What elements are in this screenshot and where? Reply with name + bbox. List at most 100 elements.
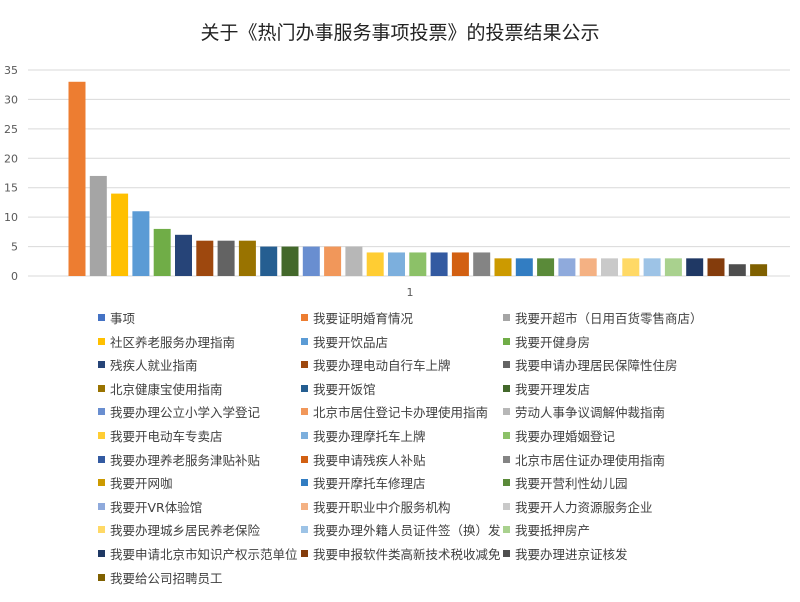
legend-item: 残疾人就业指南 — [98, 355, 198, 374]
legend-label: 我要开超市（日用百货零售商店） — [515, 311, 703, 326]
legend-swatch — [98, 384, 105, 392]
legend-label: 我要证明婚育情况 — [313, 311, 414, 326]
legend-label: 我要开饭馆 — [313, 381, 376, 397]
legend-item: 我要开理发店 — [503, 379, 590, 398]
legend-item: 劳动人事争议调解仲裁指南 — [503, 402, 665, 421]
legend-label: 我要开电动车专卖店 — [110, 429, 223, 444]
bar — [260, 246, 278, 276]
legend-item: 社区养老服务办理指南 — [98, 332, 235, 351]
chart-title: 关于《热门办事服务事项投票》的投票结果公示 — [200, 22, 600, 44]
bar — [175, 234, 192, 276]
legend-label: 我要申请残疾人补贴 — [313, 452, 426, 468]
bar — [622, 258, 640, 276]
legend-swatch — [98, 455, 105, 463]
y-tick-label: 25 — [4, 123, 18, 136]
legend-swatch — [503, 432, 510, 439]
legend-label: 社区养老服务办理指南 — [110, 334, 236, 350]
legend-swatch — [301, 455, 308, 463]
bar — [68, 81, 86, 277]
bar — [515, 258, 533, 276]
legend-swatch — [301, 408, 308, 416]
legend-swatch — [98, 573, 105, 581]
legend-label: 我要开理发店 — [515, 381, 591, 397]
y-tick-label: 10 — [4, 211, 18, 224]
legend-label: 我要申请北京市知识产权示范单位 — [110, 547, 298, 562]
bar — [579, 258, 597, 276]
y-tick-label: 15 — [4, 182, 18, 195]
legend-item: 我要办理公立小学入学登记 — [98, 402, 260, 421]
y-tick-label: 20 — [4, 152, 18, 165]
legend-label: 我要办理婚姻登记 — [515, 429, 616, 444]
legend-swatch — [503, 526, 510, 534]
legend-label: 我要开摩托车修理店 — [313, 476, 426, 492]
legend-label: 我要开职业中介服务机构 — [313, 499, 451, 515]
legend-swatch — [98, 550, 105, 557]
legend-swatch — [98, 526, 105, 534]
legend-label: 我要抵押房产 — [515, 523, 591, 539]
bar — [494, 258, 512, 276]
legend-label: 残疾人就业指南 — [110, 358, 198, 374]
legend-item: 我要开职业中介服务机构 — [301, 497, 451, 516]
legend-swatch — [503, 314, 510, 321]
bar — [324, 246, 342, 276]
bar — [281, 246, 299, 276]
legend-swatch — [301, 502, 308, 510]
legend-label: 我要办理公立小学入学登记 — [110, 405, 261, 421]
bar — [345, 246, 363, 276]
legend-label: 我要办理养老服务津贴补贴 — [110, 452, 261, 468]
legend-item: 我要开摩托车修理店 — [301, 473, 426, 492]
legend-swatch — [301, 479, 308, 487]
legend-swatch — [503, 337, 510, 345]
bar — [451, 252, 469, 276]
legend-swatch — [301, 361, 308, 369]
legend-swatch — [503, 455, 510, 463]
legend-swatch — [301, 337, 308, 345]
legend-item: 我要办理外籍人员证件签（换）发 — [301, 520, 501, 539]
y-tick-label: 5 — [11, 241, 18, 254]
legend-item: 我要开网咖 — [98, 473, 173, 492]
legend-item: 我要办理城乡居民养老保险 — [98, 520, 260, 539]
legend-item: 我要开健身房 — [503, 332, 590, 351]
bar — [686, 258, 704, 276]
legend-label: 我要申请办理居民保障性住房 — [515, 358, 678, 374]
bar — [430, 252, 448, 276]
legend-label: 我要开VR体验馆 — [110, 499, 203, 515]
legend-swatch — [503, 502, 510, 510]
legend-label: 我要开网咖 — [110, 476, 173, 492]
legend-label: 我要开健身房 — [515, 334, 591, 350]
legend-item: 我要办理婚姻登记 — [503, 426, 615, 445]
bar — [664, 258, 682, 276]
legend-label: 我要办理电动自行车上牌 — [313, 358, 451, 374]
bar — [473, 252, 491, 276]
legend-item: 我要开电动车专卖店 — [98, 426, 223, 445]
bar — [750, 264, 768, 276]
bar — [643, 258, 661, 276]
legend-swatch — [98, 479, 105, 487]
legend-swatch — [301, 526, 308, 534]
legend-swatch — [98, 502, 105, 510]
legend-swatch — [301, 432, 308, 439]
legend-swatch — [98, 314, 105, 321]
legend-label: 我要给公司招聘员工 — [110, 570, 223, 586]
legend-label: 北京市居住登记卡办理使用指南 — [313, 405, 489, 421]
legend-item: 我要申请北京市知识产权示范单位 — [98, 544, 298, 563]
legend-swatch — [98, 408, 105, 416]
legend-swatch — [98, 432, 105, 439]
legend-label: 我要办理外籍人员证件签（换）发 — [313, 523, 501, 539]
legend-item: 我要申报软件类高新技术税收减免 — [301, 544, 501, 563]
legend-label: 北京市居住证办理使用指南 — [515, 452, 666, 468]
legend-item: 我要开饮品店 — [301, 332, 388, 351]
bar — [601, 258, 618, 276]
y-tick-label: 35 — [4, 64, 18, 77]
bar — [111, 193, 129, 276]
legend-swatch — [301, 314, 308, 321]
bar — [132, 211, 150, 276]
legend-item: 北京健康宝使用指南 — [98, 379, 223, 398]
bar — [89, 175, 107, 276]
legend-label: 事项 — [110, 311, 136, 326]
legend-swatch — [503, 384, 510, 392]
legend-label: 我要办理进京证核发 — [515, 547, 628, 562]
bar — [153, 228, 171, 276]
